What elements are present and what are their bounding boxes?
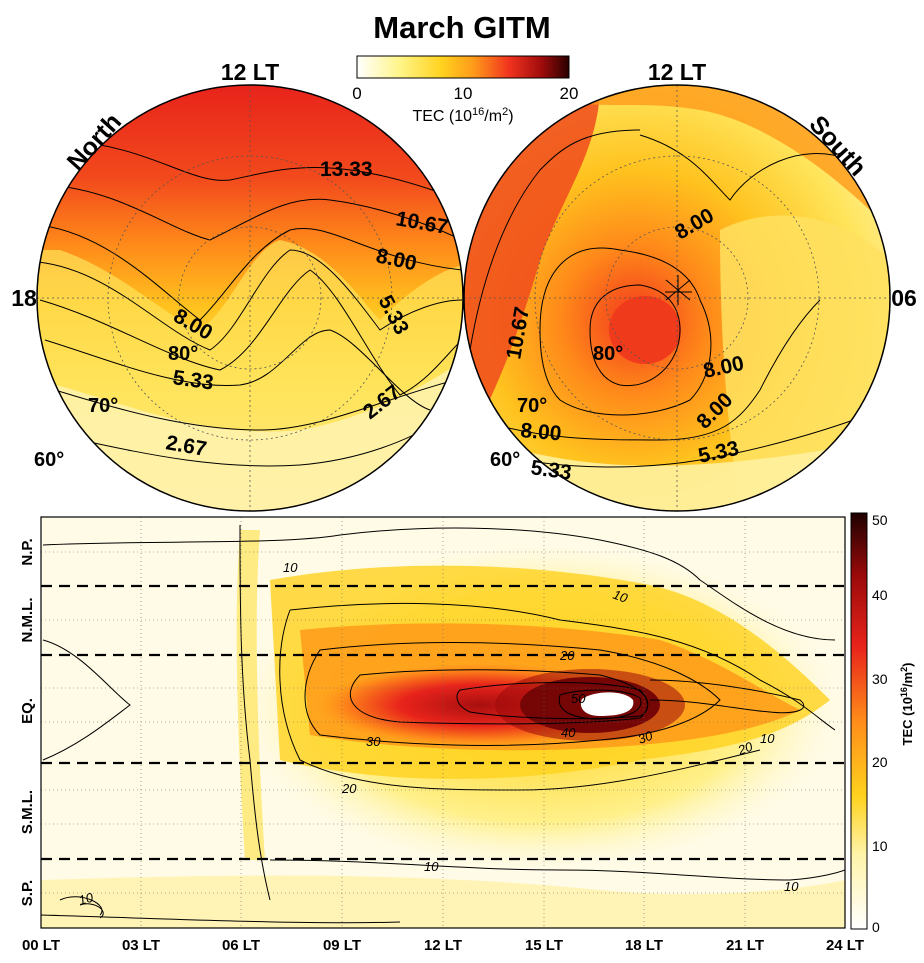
x-tick-12: 12 LT [424,937,462,954]
contour-small-10 [59,896,104,919]
contour-label-30-b: 30 [636,728,655,747]
x-tick-00: 00 LT [22,937,60,954]
x-tick-21: 21 LT [726,937,764,954]
contour-label-20-a: 20 [559,648,575,663]
north-left-label: 18 [11,285,37,311]
contour-label-10-a: 10 [283,560,298,575]
north-contour-label-1: 13.33 [320,158,373,181]
south-lat-label-70: 70° [517,395,547,417]
contour-50 [558,689,642,720]
north-lat-label-70: 70° [88,395,118,417]
colorbar-tick-40: 40 [872,587,888,603]
contour-10-sp [41,914,401,924]
south-lat-circle-80 [605,226,749,370]
colorbar [850,512,868,930]
polar-colorbar-tick-0: 0 [352,84,361,103]
x-tick-06: 06 LT [222,937,260,954]
south-contour-f [499,409,881,468]
contour-label-50: 50 [571,691,586,706]
colorbar-label: TEC (1016/m2) [899,663,915,746]
contour-tail-right [649,679,805,714]
contour-10-lower [269,859,845,881]
south-top-label: 12 LT [648,59,706,85]
colorbar-tick-10: 10 [872,838,888,854]
region-label-sp: S.P. [19,880,36,906]
heatmap-dayside-edge [236,530,265,860]
north-top-label: 12 LT [221,59,279,85]
north-lat-label-80: 80° [168,343,198,365]
colorbar-tick-30: 30 [872,671,888,687]
north-contour-3 [54,379,456,431]
colorbar-tick-0: 0 [872,919,880,935]
north-contour-11 [47,184,463,241]
heatmap-saturated-region [580,692,634,716]
polar-colorbar-label: TEC (1016/m2) [412,106,513,125]
south-contour-b [639,134,851,201]
x-tick-09: 09 LT [323,937,361,954]
colorbar-tick-50: 50 [872,512,888,528]
north-contour-6 [39,269,463,396]
north-contour-label-5: 5.33 [171,366,215,394]
south-contour-label-6: 5.33 [529,456,573,484]
contour-30 [304,642,721,746]
south-star [665,275,692,305]
region-label-eq: EQ. [19,698,36,724]
contour-label-20-c: 20 [341,781,357,796]
contour-label-10-e: 10 [784,879,799,894]
contour-label-30-a: 30 [366,734,381,749]
north-outline [36,84,464,512]
south-contour-c [539,247,712,416]
south-lat-label-60: 60° [490,449,520,471]
contour-10-upper [42,527,836,641]
x-tick-03: 03 LT [122,937,160,954]
south-lat-label-80: 80° [593,343,623,365]
north-polar-plot: North 12 LT 18 80° 70° 60° 13.33 10.67 8… [11,59,464,512]
polar-colorbar-tick-2: 20 [560,84,579,103]
north-lat-circle-80 [178,226,322,370]
contour-label-10-d: 10 [424,859,439,874]
south-contour-a [469,129,641,351]
polar-colorbar-tick-1: 10 [454,84,473,103]
north-contour-13 [59,139,461,201]
region-label-nml: N.M.L. [19,598,36,643]
x-tick-24: 24 LT [826,937,864,954]
north-contour-5 [44,329,431,411]
south-center-blob [609,296,681,364]
contour-label-20-b: 20 [735,739,755,759]
south-contour-e [479,299,821,441]
figure-title: March GITM [373,10,550,45]
region-label-sml: S.M.L. [19,790,36,834]
south-contour-d [589,284,681,387]
north-contour-9 [39,224,463,321]
polar-colorbar: 0 10 20 TEC (1016/m2) [352,55,579,125]
north-lat-label-60: 60° [34,449,64,471]
polar-colorbar-gradient [356,55,570,79]
region-label-np: N.P. [19,538,36,565]
heatmap-frame [40,516,846,929]
contour-40-right [456,682,648,720]
north-contour-2 [79,419,441,467]
contour-label-10-f: 10 [77,889,96,907]
south-right-label: 06 [891,285,917,311]
tec-heatmap: 10 10 20 30 30 40 50 20 20 10 10 10 10 N… [19,512,915,954]
south-outline [463,84,891,512]
south-contour-label-5: 8.00 [520,419,563,445]
contour-label-10-c: 10 [760,731,775,746]
x-tick-18: 18 LT [625,937,663,954]
colorbar-tick-20: 20 [872,754,888,770]
north-contour-8 [37,249,463,351]
x-tick-15: 15 LT [525,937,563,954]
contour-night-left [42,639,131,761]
contour-label-10-b: 10 [611,587,630,606]
contour-40 [350,669,649,725]
south-polar-plot: South 12 LT 06 80° 70° 60° 8.00 10.67 8.… [463,59,917,512]
contour-label-40: 40 [561,725,576,740]
